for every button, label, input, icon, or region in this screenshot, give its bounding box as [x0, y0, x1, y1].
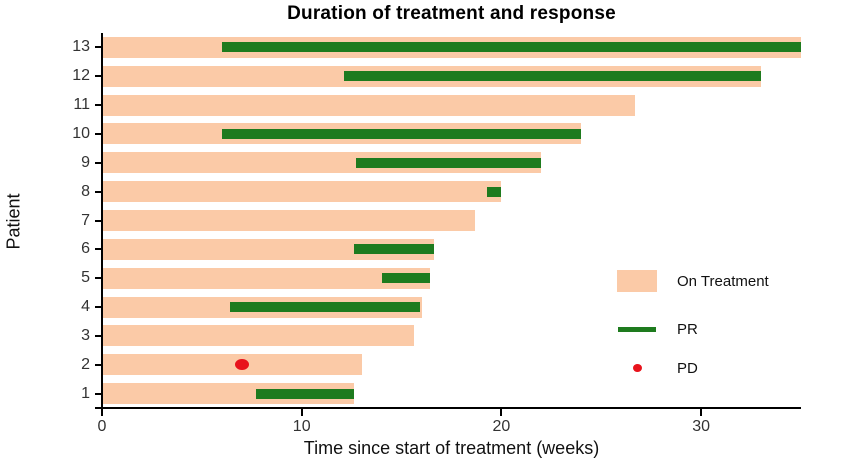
- y-tick-label-9: 9: [81, 153, 90, 171]
- pr-bar-p1: [255, 388, 354, 399]
- y-tick-13: [95, 46, 102, 49]
- pd-dot-p2: [234, 359, 249, 371]
- x-tick-label-0: 0: [97, 418, 107, 435]
- pr-bar-p12: [343, 71, 762, 82]
- x-tick-label-20: 20: [492, 418, 511, 435]
- y-tick-5: [95, 277, 102, 280]
- y-tick-label-3: 3: [81, 326, 90, 344]
- x-tick-10: [300, 409, 303, 416]
- legend-item-pd: PD: [617, 356, 698, 380]
- y-tick-label-12: 12: [72, 67, 90, 85]
- y-tick-label-6: 6: [81, 240, 90, 258]
- chart-title: Duration of treatment and response: [287, 3, 616, 24]
- x-axis-line: [95, 407, 801, 409]
- legend-label-pd: PD: [677, 359, 698, 377]
- treatment-bar-p1: [103, 383, 354, 405]
- treatment-bar-p11: [103, 94, 636, 116]
- y-tick-label-1: 1: [81, 384, 90, 402]
- treatment-bar-p7: [103, 210, 476, 231]
- pr-bar-p6: [353, 244, 434, 255]
- pr-bar-p8: [487, 186, 502, 197]
- x-tick-30: [700, 409, 703, 416]
- treatment-bar-p8: [103, 181, 502, 203]
- treatment-bar-p6: [103, 238, 434, 260]
- y-tick-label-8: 8: [81, 182, 90, 200]
- y-tick-8: [95, 190, 102, 193]
- pr-bar-p4: [229, 302, 420, 313]
- y-tick-2: [95, 363, 102, 366]
- y-tick-1: [95, 392, 102, 395]
- pr-bar-p9: [355, 157, 542, 168]
- x-tick-20: [500, 409, 503, 416]
- pd-swatch-icon: [617, 364, 657, 372]
- treatment-bar-p9: [103, 152, 542, 174]
- pr-bar-p5: [381, 273, 430, 284]
- legend-label-pr: PR: [677, 320, 698, 338]
- legend-item-pr: PR: [617, 317, 698, 341]
- y-tick-label-11: 11: [73, 96, 90, 114]
- y-tick-label-10: 10: [72, 124, 90, 142]
- y-tick-10: [95, 132, 102, 135]
- y-tick-label-7: 7: [81, 211, 90, 229]
- legend-item-on-treatment: On Treatment: [617, 269, 769, 293]
- legend-label-on-treatment: On Treatment: [677, 272, 769, 290]
- y-tick-4: [95, 306, 102, 309]
- pr-bar-p13: [221, 42, 801, 53]
- y-tick-6: [95, 248, 102, 251]
- y-tick-label-5: 5: [81, 269, 90, 287]
- treatment-bar-p5: [103, 267, 430, 289]
- pr-swatch-icon: [617, 326, 657, 332]
- y-axis-line: [101, 33, 103, 409]
- on-treatment-swatch-icon: [617, 270, 657, 292]
- treatment-bar-p3: [103, 325, 414, 347]
- y-tick-7: [95, 219, 102, 222]
- pr-bar-p10: [221, 128, 582, 139]
- treatment-bar-p2: [103, 354, 362, 376]
- y-tick-label-2: 2: [81, 355, 90, 373]
- x-tick-label-10: 10: [292, 418, 311, 435]
- y-tick-9: [95, 161, 102, 164]
- x-axis-title: Time since start of treatment (weeks): [303, 438, 600, 458]
- y-tick-3: [95, 334, 102, 337]
- x-tick-0: [101, 409, 103, 416]
- x-tick-label-30: 30: [692, 418, 711, 435]
- y-tick-label-4: 4: [81, 298, 90, 316]
- y-tick-12: [95, 75, 102, 78]
- y-axis-title: Patient: [3, 193, 24, 250]
- y-tick-label-13: 13: [72, 38, 90, 56]
- y-tick-11: [95, 104, 102, 107]
